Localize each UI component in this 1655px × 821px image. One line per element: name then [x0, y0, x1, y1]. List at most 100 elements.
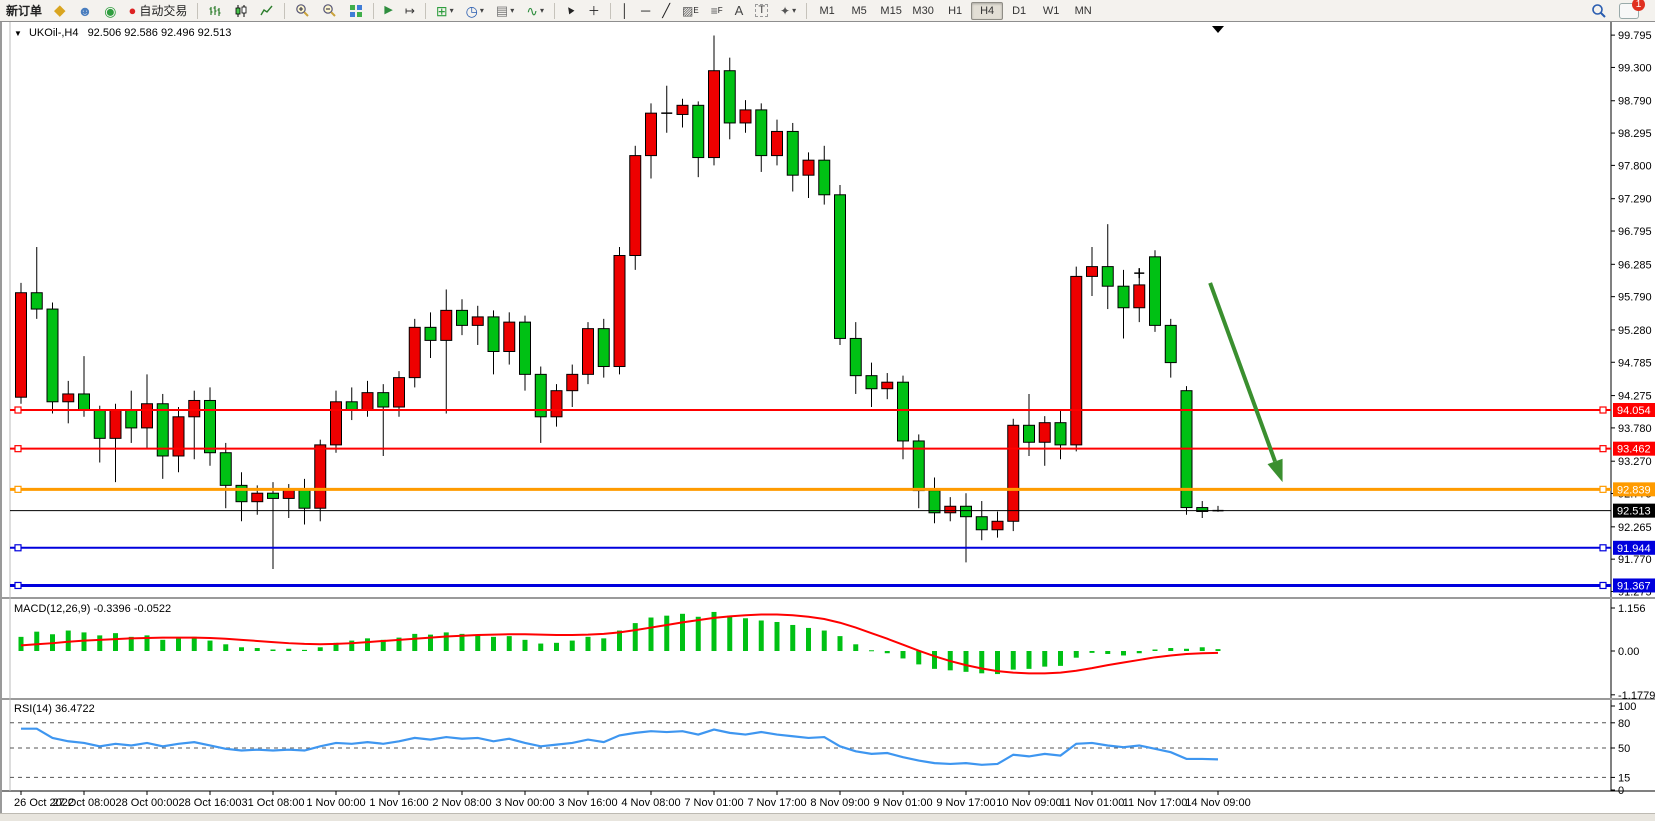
templates-button[interactable]: ▤ ▾ [491, 1, 519, 21]
timeframe-button-m5[interactable]: M5 [843, 2, 875, 20]
zoom-in-button[interactable] [290, 1, 315, 21]
line-handle [15, 407, 21, 413]
time-tick-label: 9 Nov 01:00 [873, 797, 932, 809]
vertical-line-button[interactable]: │ [616, 1, 634, 21]
cursor-button[interactable]: ▲ [560, 1, 581, 21]
new-order-button[interactable]: 新订单 [1, 1, 47, 21]
chevron-down-icon: ▾ [450, 6, 454, 15]
channel-icon: ▨ [682, 5, 693, 17]
timeframe-button-m30[interactable]: M30 [907, 2, 939, 20]
search-button[interactable] [1586, 1, 1612, 21]
price-label-text: 91.944 [1617, 543, 1651, 555]
periods-button[interactable]: ◷ ▾ [461, 1, 489, 21]
time-tick-label: 2 Nov 08:00 [432, 797, 491, 809]
separator [284, 3, 285, 19]
price-tick-label: 95.280 [1618, 325, 1652, 337]
shapes-button[interactable]: ✦ ▾ [775, 1, 801, 21]
timeframe-button-h4[interactable]: H4 [971, 2, 1003, 20]
vertical-line-icon: │ [621, 4, 629, 17]
price-label-text: 93.462 [1617, 444, 1651, 456]
line-chart-button[interactable] [255, 1, 279, 21]
line-handle [1600, 545, 1606, 551]
auto-scroll-button[interactable]: ▶ [379, 1, 397, 21]
signals-icon[interactable]: ◉ [99, 1, 121, 21]
time-tick-label: 9 Nov 17:00 [936, 797, 995, 809]
time-tick-label: 3 Nov 00:00 [495, 797, 554, 809]
timeframe-button-h1[interactable]: H1 [939, 2, 971, 20]
search-icon [1591, 3, 1607, 19]
timeframe-button-w1[interactable]: W1 [1035, 2, 1067, 20]
line-handle [1600, 446, 1606, 452]
chart-menu-marker[interactable]: ▼ [14, 29, 22, 38]
price-tick-label: 95.790 [1618, 292, 1652, 304]
crosshair-button[interactable]: ＋ [583, 1, 605, 21]
shapes-icon: ✦ [780, 5, 790, 17]
rsi-tick-label: 0 [1618, 785, 1624, 797]
price-tick-label: 93.780 [1618, 423, 1652, 435]
auto-scroll-icon: ▶ [384, 5, 392, 16]
bar-chart-button[interactable] [203, 1, 227, 21]
price-tick-label: 96.285 [1618, 259, 1652, 271]
text-icon: A [735, 4, 744, 17]
time-tick-label: 14 Nov 09:00 [1185, 797, 1250, 809]
separator [197, 3, 198, 19]
text-label-icon: T [755, 4, 768, 17]
notifications-button[interactable]: 1 [1614, 1, 1654, 21]
macd-tick-label: 1.156 [1618, 603, 1646, 615]
zoom-out-button[interactable] [317, 1, 342, 21]
rsi-tick-label: 80 [1618, 718, 1630, 730]
separator [554, 3, 555, 19]
notification-badge: 1 [1632, 0, 1645, 11]
separator [425, 3, 426, 19]
time-tick-label: 11 Nov 17:00 [1123, 797, 1188, 809]
time-tick-label: 1 Nov 00:00 [306, 797, 365, 809]
price-tick-label: 99.795 [1618, 30, 1652, 42]
line-handle [15, 545, 21, 551]
price-label-text: 94.054 [1617, 405, 1651, 417]
new-chart-icon: ⊞ [436, 4, 448, 18]
tile-windows-icon [349, 4, 363, 18]
time-tick-label: 10 Nov 09:00 [996, 797, 1061, 809]
rsi-tick-label: 50 [1618, 743, 1630, 755]
timeframe-button-mn[interactable]: MN [1067, 2, 1099, 20]
horizontal-line-button[interactable]: ─ [636, 1, 655, 21]
fibonacci-button[interactable]: ≡F [706, 1, 728, 21]
price-chart-canvas[interactable]: 99.79599.30098.79098.29597.80097.29096.7… [2, 22, 1655, 813]
chevron-down-icon: ▾ [480, 6, 484, 15]
crosshair-icon: ＋ [588, 5, 600, 17]
price-label-text: 92.839 [1617, 484, 1651, 496]
price-tick-label: 97.290 [1618, 194, 1652, 206]
auto-trading-button[interactable]: ● 自动交易 [124, 1, 193, 21]
line-chart-icon [260, 4, 274, 18]
trendline-button[interactable]: ╱ [657, 1, 675, 21]
new-chart-button[interactable]: ⊞ ▾ [431, 1, 459, 21]
price-tick-label: 94.785 [1618, 357, 1652, 369]
indicators-button[interactable]: ∿ ▾ [521, 1, 549, 21]
chevron-down-icon: ▾ [792, 6, 796, 15]
text-button[interactable]: A [730, 1, 749, 21]
channel-button[interactable]: ▨E [677, 1, 704, 21]
market-watch-icon[interactable]: ◆ [49, 1, 71, 21]
fibonacci-icon: ≡ [711, 5, 718, 17]
horizontal-line-icon: ─ [641, 4, 650, 17]
timeframe-button-m15[interactable]: M15 [875, 2, 907, 20]
tile-windows-button[interactable] [344, 1, 368, 21]
time-tick-label: 4 Nov 08:00 [621, 797, 680, 809]
price-tick-label: 97.800 [1618, 160, 1652, 172]
auto-trading-label: 自动交易 [139, 2, 187, 19]
timeframe-button-m1[interactable]: M1 [811, 2, 843, 20]
time-tick-label: 1 Nov 16:00 [369, 797, 428, 809]
price-tick-label: 93.270 [1618, 456, 1652, 468]
profiles-icon[interactable]: ☻ [73, 1, 98, 21]
text-label-button[interactable]: T [750, 1, 773, 21]
candlestick-button[interactable] [229, 1, 253, 21]
main-toolbar: 新订单 ◆ ☻ ◉ ● 自动交易 [0, 0, 1655, 22]
chart-shift-button[interactable]: ↦ [400, 1, 420, 21]
timeframe-button-d1[interactable]: D1 [1003, 2, 1035, 20]
price-tick-label: 96.795 [1618, 226, 1652, 238]
chevron-down-icon: ▾ [540, 6, 544, 15]
line-handle [1600, 582, 1606, 588]
template-icon: ▤ [496, 4, 508, 17]
rsi-tick-label: 100 [1618, 701, 1636, 713]
